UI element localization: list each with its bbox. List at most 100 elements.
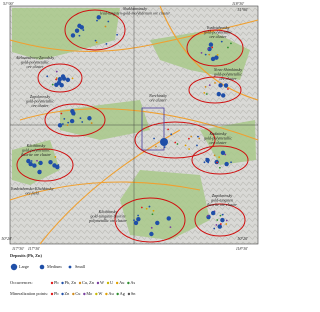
deposit	[205, 157, 210, 163]
cluster-label: ore cluster	[209, 140, 227, 145]
legend-element: As	[130, 280, 135, 285]
deposit	[38, 160, 43, 166]
corner-label: 51°00'	[238, 7, 249, 12]
cluster-label: gold-polymetallic	[26, 98, 54, 103]
deposit	[95, 41, 98, 44]
deposit	[55, 78, 57, 81]
deposit	[203, 161, 206, 164]
deposit	[136, 216, 141, 222]
legend-element: W	[98, 291, 103, 296]
cluster-label: Kadainsky	[209, 131, 227, 136]
deposit	[207, 47, 210, 50]
legend-label: Mineralization points:	[10, 291, 48, 296]
deposit	[155, 145, 157, 148]
deposit	[52, 163, 57, 168]
deposit	[60, 112, 63, 115]
legend-swatch	[83, 292, 86, 296]
deposit	[150, 226, 153, 229]
legend-swatch	[95, 292, 98, 296]
deposit	[65, 77, 71, 83]
deposit	[67, 121, 70, 124]
deposit	[216, 161, 219, 164]
deposit	[200, 51, 203, 54]
deposit	[55, 70, 58, 73]
legend-swatch	[96, 281, 100, 285]
legend-swatch	[106, 281, 110, 285]
deposit	[214, 55, 219, 60]
legend-swatch	[115, 281, 119, 285]
corner-label: 118°30'	[232, 1, 244, 6]
deposit	[107, 20, 110, 23]
legend-swatch	[72, 292, 75, 296]
deposit	[216, 219, 219, 221]
deposit-points	[26, 15, 232, 237]
deposit	[225, 219, 228, 222]
deposit	[87, 116, 92, 121]
deposit	[196, 144, 198, 147]
deposit	[60, 74, 66, 79]
deposit	[218, 156, 221, 159]
cluster-label: gold-tungsten-fluorite	[90, 213, 125, 218]
legend-element: Pb, Zn	[65, 280, 77, 286]
deposit	[218, 166, 221, 169]
deposit	[208, 42, 214, 47]
legend-swatch	[50, 292, 54, 296]
deposit	[149, 231, 154, 237]
deposit	[219, 223, 222, 225]
cluster-label: lead-tungsten-gold-molybdenum ore cluste…	[100, 10, 171, 15]
faults	[9, 5, 259, 245]
corner-label: 50°20'	[238, 236, 249, 241]
deposit	[198, 137, 201, 140]
corner-label: 118°30'	[236, 246, 248, 251]
deposit	[224, 153, 227, 156]
deposit	[148, 205, 151, 208]
deposit	[78, 34, 81, 37]
deposit	[32, 163, 37, 168]
deposit	[205, 93, 208, 95]
cluster-label: ore field	[25, 190, 39, 195]
deposit	[155, 220, 160, 226]
legend-title: Deposits (Pb, Zn)	[10, 253, 42, 258]
deposit	[61, 123, 64, 125]
map: Shakhtaminskylead-tungsten-gold-molybden…	[9, 5, 259, 245]
legend-element: Pb	[54, 280, 59, 285]
corner-label: 117°30'	[28, 246, 40, 251]
legend: Deposits (Pb, Zn) Large Medium Small Occurre…	[10, 253, 136, 296]
cluster-label: Vozdvizhensky	[207, 25, 230, 30]
deposit	[224, 161, 229, 167]
cluster-label: ore cluster	[31, 103, 49, 108]
deposit	[79, 25, 84, 30]
deposit	[218, 94, 220, 97]
deposit	[66, 124, 69, 127]
deposit	[81, 121, 84, 123]
deposit	[221, 93, 226, 98]
study-area	[141, 107, 165, 151]
legend-element: Mo	[86, 291, 92, 296]
deposit	[163, 146, 166, 149]
deposit	[90, 122, 93, 124]
cluster-label: Zapokrovsky	[30, 94, 51, 99]
deposit	[220, 150, 226, 156]
deposit	[208, 84, 211, 87]
legend-swatch	[127, 292, 131, 296]
deposit	[211, 46, 214, 49]
legend-swatch	[105, 292, 108, 296]
deposit	[216, 53, 219, 56]
corner-label: 51°00'	[3, 1, 14, 6]
deposit	[217, 224, 222, 229]
deposit	[116, 33, 119, 36]
cluster-outlines	[16, 9, 249, 243]
deposit	[167, 128, 170, 131]
deposit	[54, 156, 57, 158]
deposit	[96, 19, 98, 22]
deposit	[30, 160, 33, 162]
deposit	[133, 219, 135, 222]
deposit	[59, 77, 62, 80]
deposit	[133, 220, 139, 226]
deposit	[227, 88, 229, 90]
deposit	[46, 75, 49, 78]
deposit	[215, 224, 218, 226]
cluster-label: polymetallic ore cluster	[88, 218, 127, 223]
graticule	[10, 6, 258, 244]
legend-element: Cu	[75, 291, 81, 296]
